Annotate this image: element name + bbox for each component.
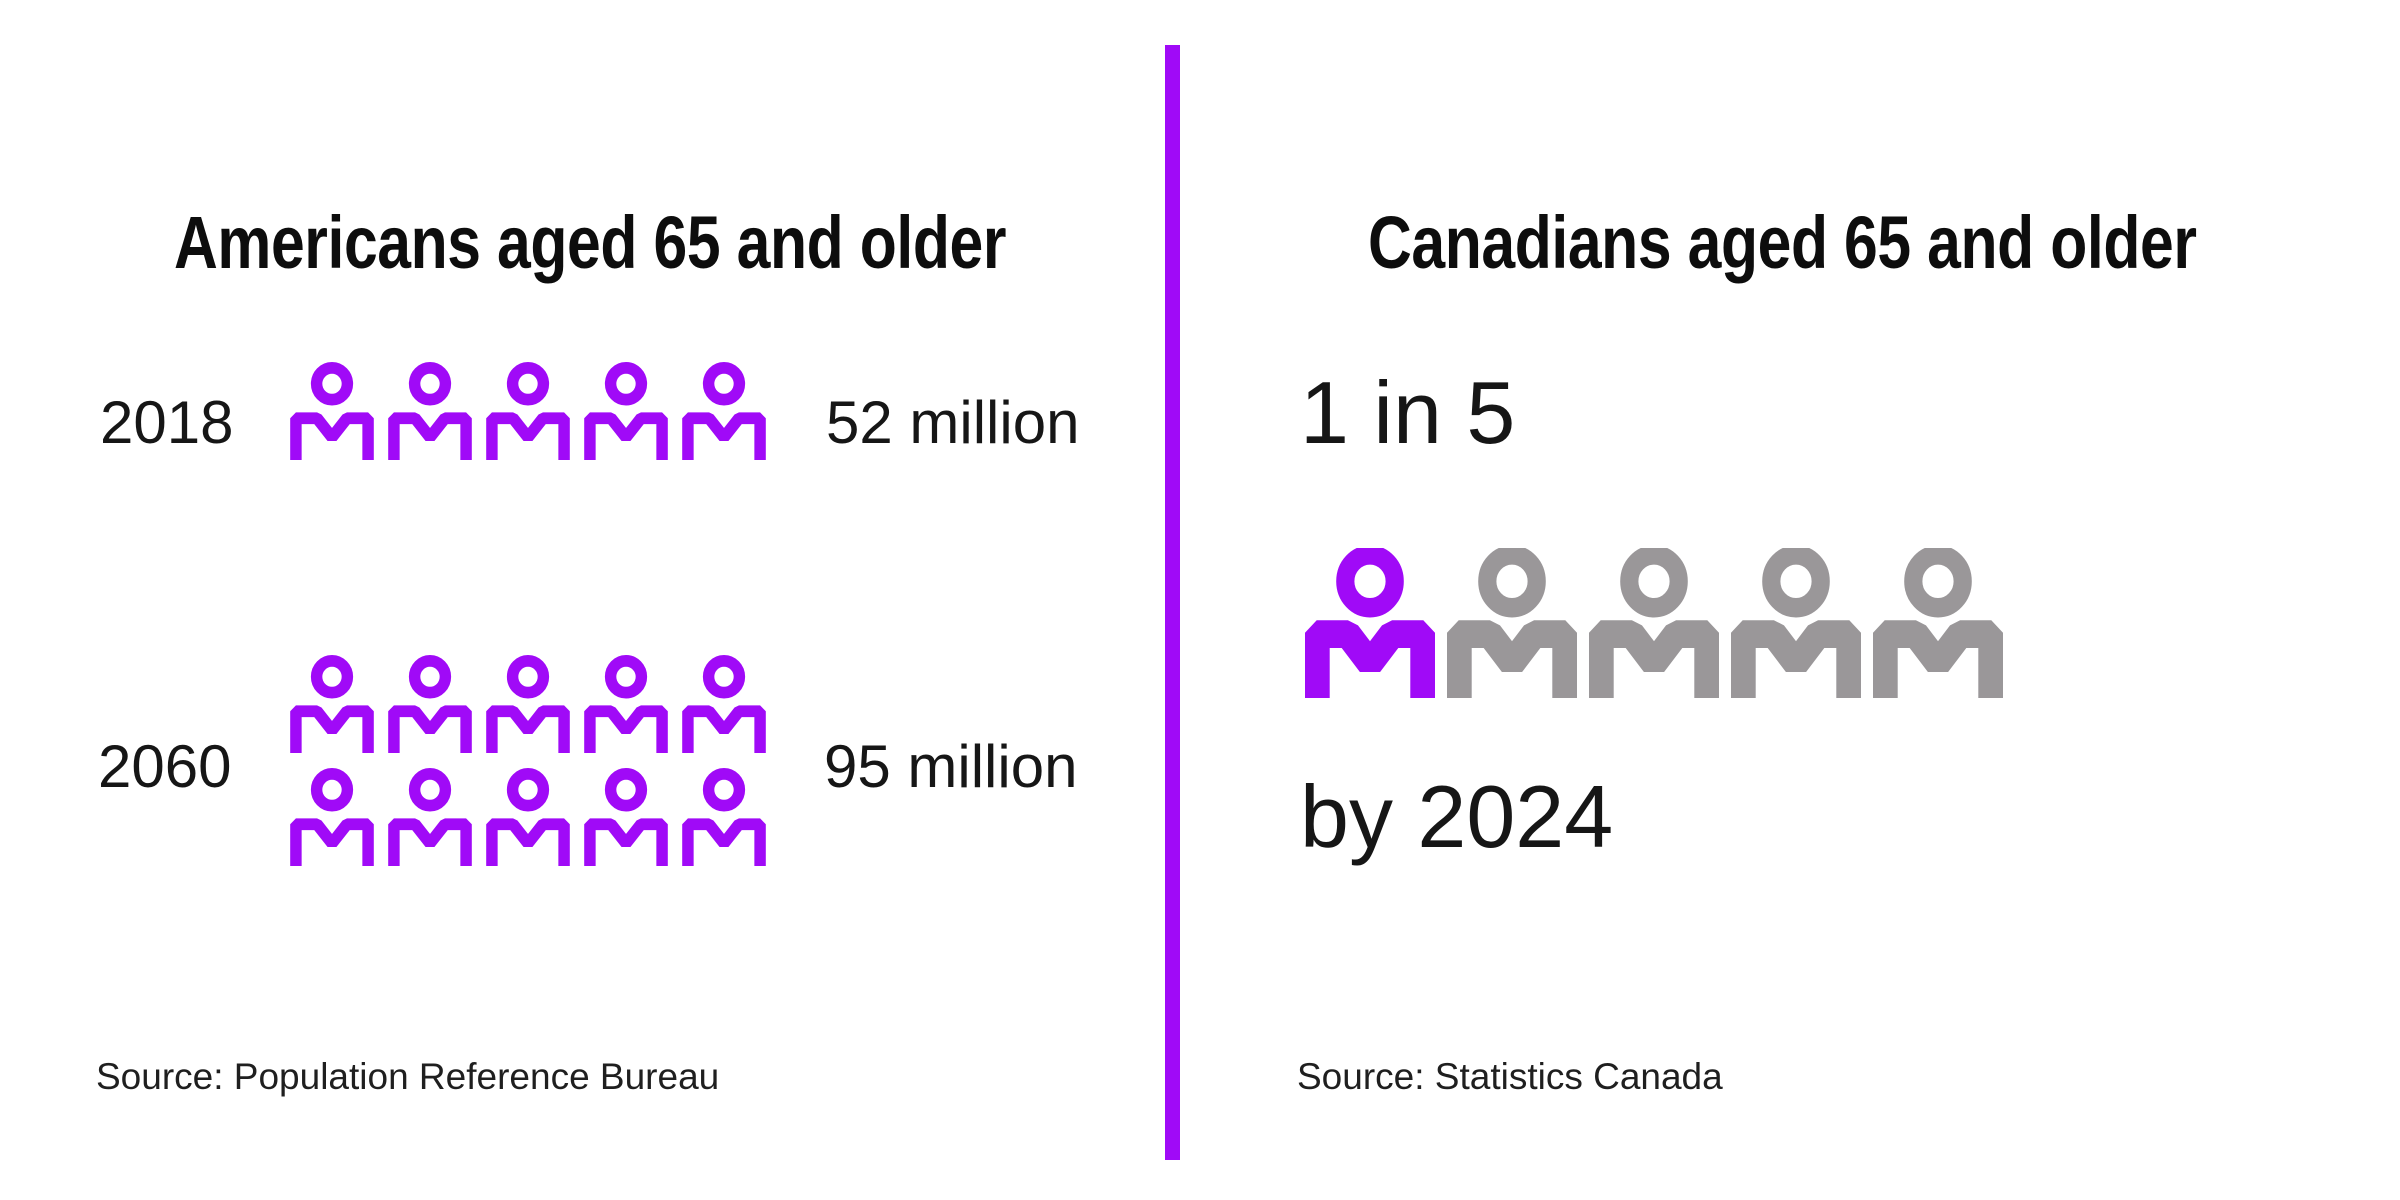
vertical-divider — [1165, 45, 1180, 1160]
right-source-note: Source: Statistics Canada — [1297, 1056, 1723, 1097]
person-icon — [1303, 545, 1437, 698]
person-icon — [1587, 545, 1721, 698]
person-icon — [288, 768, 376, 866]
person-icon — [484, 362, 572, 460]
pictograph-row-2018 — [288, 362, 768, 460]
value-label-2060: 95 million — [824, 733, 1078, 800]
person-icon — [680, 362, 768, 460]
left-panel-title: Americans aged 65 and older — [174, 200, 1007, 284]
person-icon — [582, 362, 670, 460]
person-icon — [484, 768, 572, 866]
stat-ratio: 1 in 5 — [1300, 363, 1516, 462]
person-icon — [386, 362, 474, 460]
person-icon — [288, 362, 376, 460]
person-icon — [484, 655, 572, 753]
person-icon — [1871, 545, 2005, 698]
person-icon — [1445, 545, 1579, 698]
year-label-2060: 2060 — [98, 733, 232, 800]
person-icon — [288, 655, 376, 753]
right-panel-title: Canadians aged 65 and older — [1368, 200, 2197, 284]
person-icon — [386, 655, 474, 753]
person-icon — [1729, 545, 1863, 698]
person-icon — [582, 655, 670, 753]
pictograph-row-canada — [1303, 545, 2005, 698]
person-icon — [386, 768, 474, 866]
person-icon — [680, 768, 768, 866]
person-icon — [680, 655, 768, 753]
value-label-2018: 52 million — [826, 389, 1080, 456]
person-icon — [582, 768, 670, 866]
left-source-note: Source: Population Reference Bureau — [96, 1056, 720, 1097]
stat-timeframe: by 2024 — [1300, 767, 1614, 866]
year-label-2018: 2018 — [100, 389, 234, 456]
pictograph-row-2060 — [288, 655, 780, 866]
